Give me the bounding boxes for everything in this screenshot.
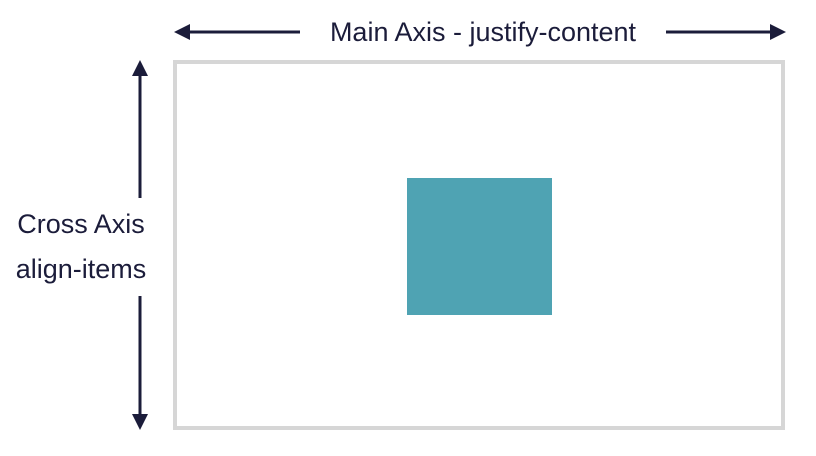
cross-axis-title: Cross Axis [17,209,145,239]
flex-item-square [407,178,552,315]
cross-axis-property: align-items [15,254,147,284]
main-axis-label: Main Axis - justify-content [300,12,666,52]
cross-axis-label: Cross Axis align-items [0,202,162,292]
